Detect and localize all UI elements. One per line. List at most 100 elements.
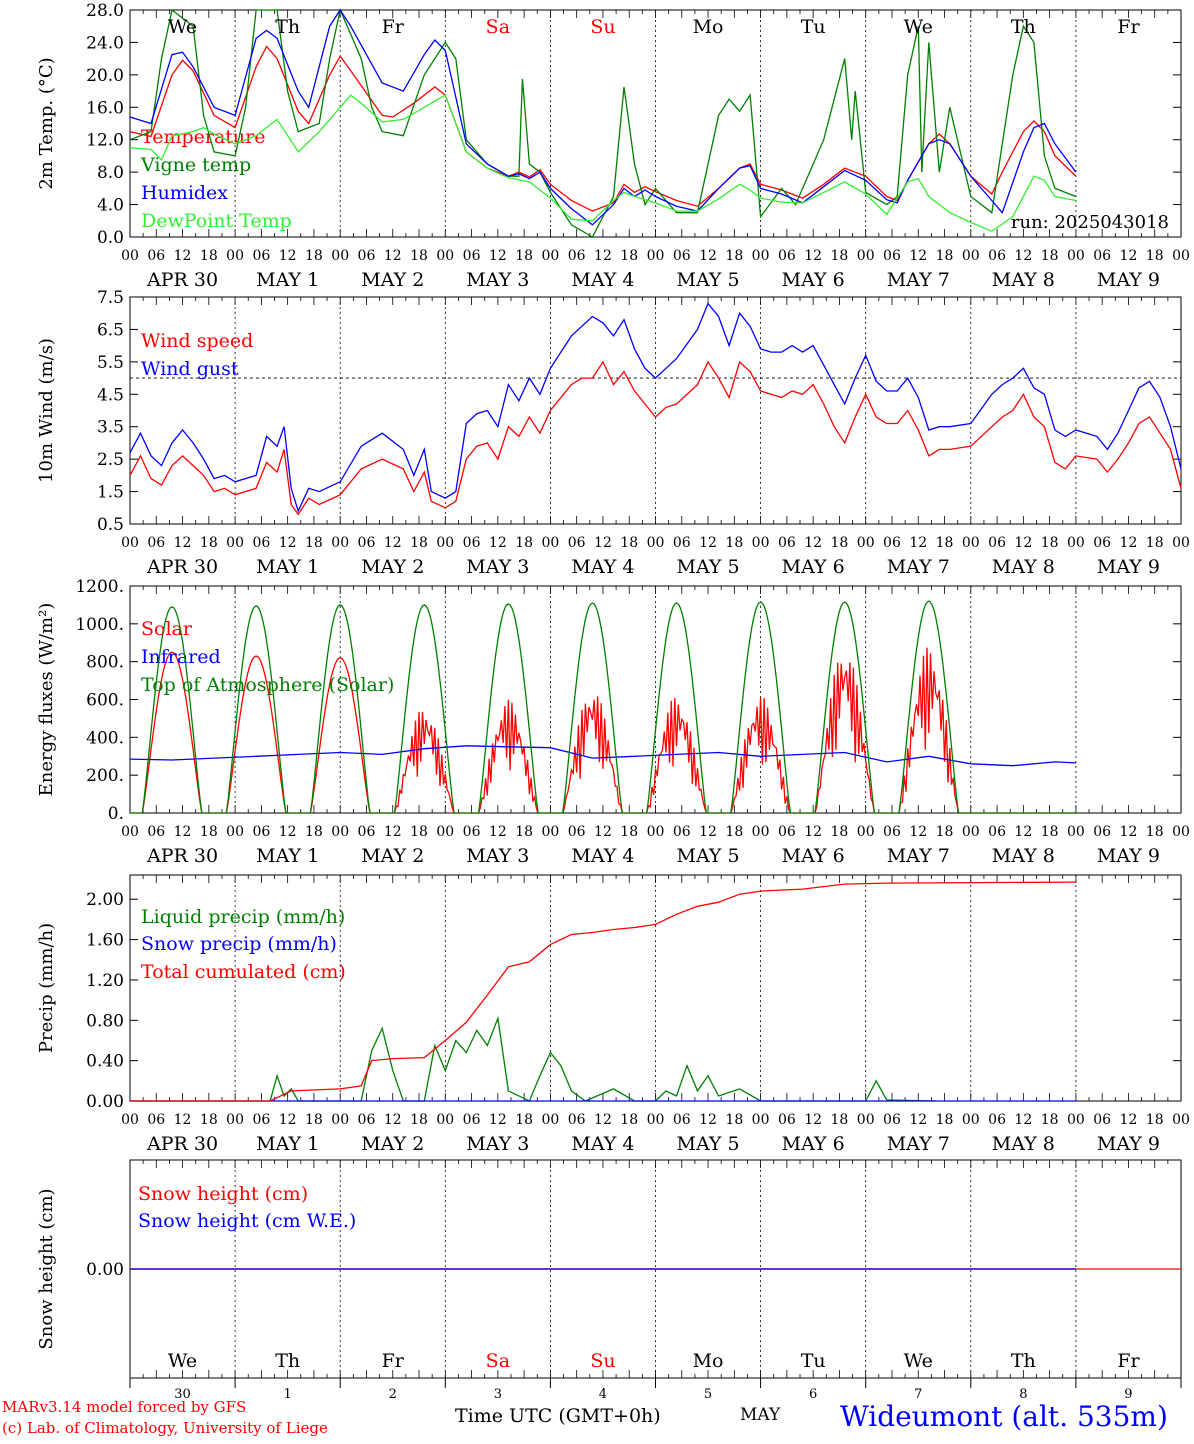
hour-tick-label: 18 bbox=[1146, 535, 1164, 551]
hour-tick-label: 18 bbox=[1041, 824, 1059, 840]
y-tick-label: 0.00 bbox=[86, 1092, 124, 1112]
day-number-label: 4 bbox=[599, 1387, 607, 1402]
hour-tick-label: 06 bbox=[463, 535, 481, 551]
legend-entry: Infrared bbox=[141, 646, 221, 668]
hour-tick-label: 12 bbox=[1120, 535, 1138, 551]
y-tick-label: 0.0 bbox=[97, 228, 124, 248]
series-line-green bbox=[130, 1015, 936, 1102]
weekday-label: We bbox=[168, 1350, 197, 1372]
weekday-label: We bbox=[904, 1350, 933, 1372]
hour-tick-label: 12 bbox=[384, 535, 402, 551]
hour-tick-label: 00 bbox=[752, 824, 770, 840]
hour-tick-label: 18 bbox=[515, 824, 533, 840]
hour-tick-label: 00 bbox=[121, 824, 139, 840]
series-line-blue bbox=[129, 8, 1077, 226]
hour-tick-label: 06 bbox=[568, 1112, 586, 1128]
legend-entry: Wind speed bbox=[141, 330, 253, 352]
hour-tick-label: 00 bbox=[331, 824, 349, 840]
date-label: MAY 5 bbox=[677, 845, 740, 867]
hour-tick-label: 18 bbox=[305, 535, 323, 551]
hour-tick-label: 18 bbox=[200, 535, 218, 551]
date-label: MAY 8 bbox=[992, 556, 1055, 578]
day-number-label: 5 bbox=[704, 1387, 712, 1402]
y-tick-label: 1.60 bbox=[86, 931, 124, 951]
hour-tick-label: 18 bbox=[410, 535, 428, 551]
hour-tick-label: 00 bbox=[331, 1112, 349, 1128]
hour-tick-label: 12 bbox=[489, 248, 507, 264]
y-tick-label: 0.80 bbox=[86, 1011, 124, 1031]
weekday-label: Sa bbox=[486, 16, 510, 38]
hour-tick-label: 06 bbox=[358, 1112, 376, 1128]
series-line-red bbox=[130, 647, 1076, 814]
hour-tick-label: 00 bbox=[857, 824, 875, 840]
hour-tick-label: 12 bbox=[279, 535, 297, 551]
date-label: MAY 3 bbox=[466, 1133, 529, 1155]
hour-tick-label: 18 bbox=[200, 824, 218, 840]
hour-tick-label: 12 bbox=[699, 824, 717, 840]
date-label: MAY 7 bbox=[887, 556, 950, 578]
hour-tick-label: 06 bbox=[883, 535, 901, 551]
date-label: MAY 9 bbox=[1097, 1133, 1160, 1155]
hour-tick-label: 00 bbox=[962, 535, 980, 551]
hour-tick-label: 18 bbox=[831, 1112, 849, 1128]
hour-tick-label: 00 bbox=[436, 1112, 454, 1128]
hour-tick-label: 18 bbox=[620, 248, 638, 264]
weekday-label: Th bbox=[1011, 1350, 1036, 1372]
date-label: MAY 2 bbox=[361, 1133, 424, 1155]
time-axis-label: Time UTC (GMT+0h) bbox=[455, 1405, 661, 1427]
hour-tick-label: 18 bbox=[1146, 1112, 1164, 1128]
hour-tick-label: 06 bbox=[673, 824, 691, 840]
hour-tick-label: 18 bbox=[936, 1112, 954, 1128]
hour-tick-label: 00 bbox=[436, 535, 454, 551]
hour-tick-label: 00 bbox=[1067, 824, 1085, 840]
hour-tick-label: 00 bbox=[962, 248, 980, 264]
weekday-label: Fr bbox=[382, 16, 405, 38]
date-label: MAY 4 bbox=[571, 845, 634, 867]
hour-tick-label: 18 bbox=[410, 1112, 428, 1128]
weekday-label: Su bbox=[590, 1350, 615, 1372]
hour-tick-label: 00 bbox=[226, 535, 244, 551]
panel-energy: 0. 200. 400. 600. 800. 1000. 1200. Energy fluxe… bbox=[36, 577, 1190, 867]
date-label: MAY 8 bbox=[992, 269, 1055, 291]
legend-entry: Wind gust bbox=[141, 358, 239, 380]
y-tick-label: 3.5 bbox=[97, 418, 124, 438]
hour-tick-label: 18 bbox=[831, 824, 849, 840]
hour-tick-label: 06 bbox=[463, 248, 481, 264]
plot-frame bbox=[129, 585, 1182, 814]
hour-tick-label: 06 bbox=[358, 248, 376, 264]
hour-tick-label: 00 bbox=[121, 248, 139, 264]
date-label: MAY 7 bbox=[887, 845, 950, 867]
hour-tick-label: 12 bbox=[699, 535, 717, 551]
hour-tick-label: 18 bbox=[936, 535, 954, 551]
hour-tick-label: 06 bbox=[252, 1112, 270, 1128]
hour-tick-label: 12 bbox=[909, 248, 927, 264]
y-tick-label: 0. bbox=[108, 804, 124, 824]
hour-tick-label: 00 bbox=[436, 824, 454, 840]
weekday-label: Mo bbox=[693, 16, 724, 38]
hour-tick-label: 12 bbox=[1014, 824, 1032, 840]
hour-tick-label: 18 bbox=[200, 1112, 218, 1128]
series-line-red bbox=[129, 45, 1077, 212]
hour-tick-label: 18 bbox=[620, 535, 638, 551]
hour-tick-label: 12 bbox=[1014, 535, 1032, 551]
hour-tick-label: 12 bbox=[1014, 248, 1032, 264]
date-label: MAY 6 bbox=[782, 1133, 845, 1155]
hour-tick-label: 12 bbox=[1014, 1112, 1032, 1128]
hour-tick-label: 06 bbox=[252, 248, 270, 264]
hour-tick-label: 12 bbox=[489, 1112, 507, 1128]
hour-tick-label: 00 bbox=[752, 535, 770, 551]
date-label: MAY 9 bbox=[1097, 845, 1160, 867]
y-tick-label: 28.0 bbox=[86, 1, 124, 21]
hour-tick-label: 06 bbox=[883, 824, 901, 840]
legend-entry: Snow height (cm W.E.) bbox=[138, 1210, 356, 1232]
weekday-label: Th bbox=[1011, 16, 1036, 38]
series-line-lightgreen bbox=[129, 94, 1077, 233]
hour-tick-label: 12 bbox=[489, 824, 507, 840]
hour-tick-label: 12 bbox=[699, 248, 717, 264]
hour-tick-label: 12 bbox=[1120, 1112, 1138, 1128]
y-tick-label: 5.5 bbox=[97, 353, 124, 373]
hour-tick-label: 06 bbox=[147, 824, 165, 840]
hour-tick-label: 06 bbox=[778, 535, 796, 551]
date-label: MAY 4 bbox=[571, 556, 634, 578]
y-tick-label: 200. bbox=[86, 766, 124, 786]
